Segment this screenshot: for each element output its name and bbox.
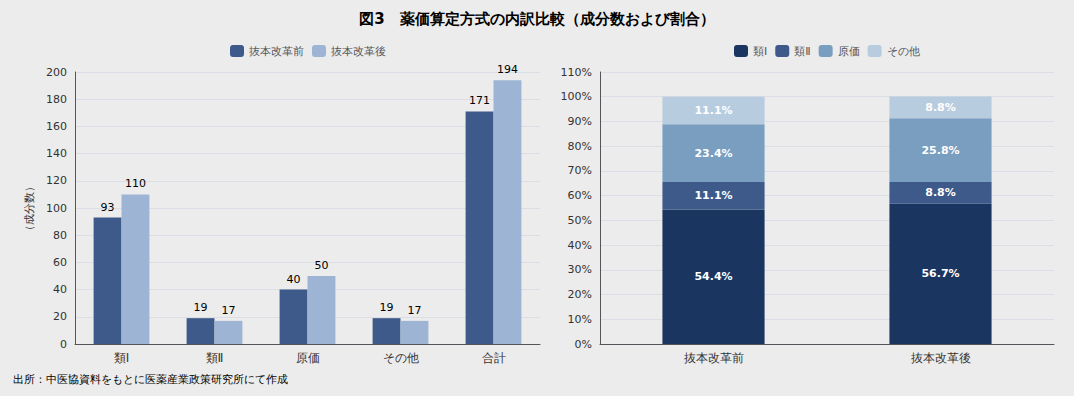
svg-text:原価: 原価 [838, 45, 860, 58]
svg-text:0%: 0% [575, 338, 592, 351]
svg-text:160: 160 [46, 120, 67, 133]
svg-text:出所：中医協資料をもとに医薬産業政策研究所にて作成: 出所：中医協資料をもとに医薬産業政策研究所にて作成 [13, 373, 288, 386]
svg-text:110: 110 [125, 177, 146, 190]
svg-text:56.7%: 56.7% [921, 267, 959, 280]
svg-text:抜本改革後: 抜本改革後 [331, 45, 386, 58]
svg-text:11.1%: 11.1% [694, 189, 732, 202]
svg-text:80%: 80% [568, 140, 592, 153]
svg-text:90%: 90% [568, 115, 592, 128]
svg-text:抜本改革前: 抜本改革前 [684, 351, 744, 365]
svg-text:23.4%: 23.4% [694, 147, 732, 160]
svg-text:93: 93 [101, 201, 115, 214]
svg-text:80: 80 [53, 229, 67, 242]
svg-text:類Ⅱ: 類Ⅱ [206, 351, 224, 365]
svg-text:（成分数）: （成分数） [23, 181, 36, 236]
svg-text:8.8%: 8.8% [925, 101, 956, 114]
svg-text:60%: 60% [568, 189, 592, 202]
svg-text:110%: 110% [561, 66, 592, 79]
svg-text:50%: 50% [568, 214, 592, 227]
svg-text:17: 17 [221, 304, 235, 317]
svg-text:その他: その他 [887, 45, 920, 58]
svg-text:100: 100 [46, 202, 67, 215]
svg-text:50: 50 [314, 259, 328, 272]
svg-text:25.8%: 25.8% [921, 144, 959, 157]
svg-text:200: 200 [46, 66, 67, 79]
svg-text:20: 20 [53, 310, 67, 323]
svg-text:原価: 原価 [296, 351, 320, 365]
svg-text:20%: 20% [568, 288, 592, 301]
svg-text:抜本改革前: 抜本改革前 [249, 45, 304, 58]
svg-text:70%: 70% [568, 164, 592, 177]
svg-text:19: 19 [194, 301, 208, 314]
svg-text:その他: その他 [383, 351, 419, 365]
svg-text:171: 171 [469, 94, 490, 107]
svg-text:140: 140 [46, 147, 67, 160]
svg-text:120: 120 [46, 174, 67, 187]
svg-text:8.8%: 8.8% [925, 186, 956, 199]
svg-text:40: 40 [53, 283, 67, 296]
svg-text:194: 194 [497, 63, 518, 76]
svg-text:合計: 合計 [482, 351, 506, 365]
svg-text:30%: 30% [568, 263, 592, 276]
svg-text:17: 17 [407, 304, 421, 317]
svg-text:40%: 40% [568, 239, 592, 252]
svg-text:100%: 100% [561, 90, 592, 103]
svg-text:10%: 10% [568, 313, 592, 326]
svg-text:抜本改革後: 抜本改革後 [911, 351, 971, 365]
svg-text:40: 40 [287, 273, 301, 286]
svg-text:11.1%: 11.1% [694, 104, 732, 117]
svg-text:類Ⅰ: 類Ⅰ [114, 351, 130, 365]
svg-text:54.4%: 54.4% [694, 270, 732, 283]
svg-text:図3 薬価算定方式の内訳比較（成分数および割合）: 図3 薬価算定方式の内訳比較（成分数および割合） [359, 10, 714, 28]
svg-text:類Ⅰ: 類Ⅰ [753, 45, 767, 58]
svg-text:180: 180 [46, 93, 67, 106]
svg-text:0: 0 [60, 338, 67, 351]
svg-text:60: 60 [53, 256, 67, 269]
svg-text:19: 19 [380, 301, 394, 314]
svg-text:類Ⅱ: 類Ⅱ [794, 45, 810, 58]
